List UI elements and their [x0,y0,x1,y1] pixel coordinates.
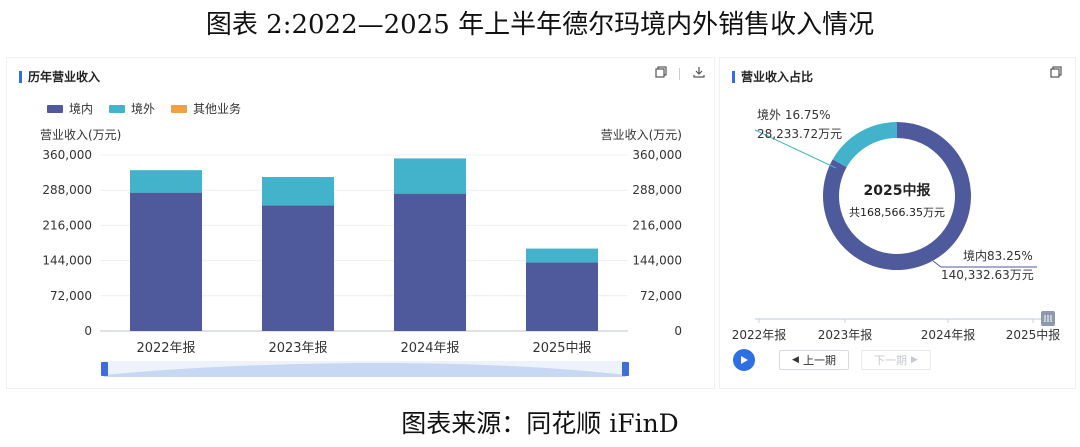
y-tick-label-left: 216,000 [42,218,92,232]
header-accent [19,70,22,83]
x-tick-label: 2022年报 [136,341,195,356]
bar-segment[interactable] [526,248,598,263]
donut-center-title: 2025中报 [864,182,931,199]
figure-source: 图表来源：同花顺 iFinD [401,409,679,438]
y-axis-label-left: 营业收入(万元) [40,128,121,142]
zoom-handle-left[interactable] [101,362,108,376]
x-tick-label: 2023年报 [268,341,327,356]
y-tick-label-right: 216,000 [632,218,682,232]
donut-center-total: 共168,566.35万元 [849,206,945,219]
caret-left-icon: ◀ [792,355,799,365]
timeline-label[interactable]: 2025中报 [1006,327,1061,342]
tool-divider [679,68,680,80]
x-tick-label: 2024年报 [400,341,459,356]
y-tick-label-left: 72,000 [50,289,92,303]
next-label: 下一期 [874,354,908,367]
donut-chart: 2025中报 共168,566.35万元 境外 16.75% 28,233.72… [732,107,1061,342]
y-tick-label-right: 0 [674,324,682,338]
y-tick-label-left: 0 [84,324,92,338]
y-tick-label-left: 360,000 [42,148,92,162]
bar-segment[interactable] [262,205,334,331]
y-tick-label-right: 72,000 [640,289,682,303]
copy-icon[interactable] [655,66,667,81]
timeline-label[interactable]: 2024年报 [921,327,976,342]
zoom-handle-right[interactable] [622,362,629,376]
y-tick-label-right: 288,000 [632,183,682,197]
callout-domestic-value: 140,332.63万元 [941,268,1034,282]
caret-right-icon: ▶ [911,355,918,365]
callout-overseas-value: 28,233.72万元 [757,127,842,141]
y-tick-label-right: 360,000 [632,148,682,162]
bar-chart: 营业收入(万元) 营业收入(万元) 0 0 72,000 72,000 144,000 1… [40,128,682,377]
legend-label: 境内 [69,102,94,116]
bar-segment[interactable] [394,158,466,194]
download-icon[interactable] [693,66,705,81]
y-tick-label-left: 144,000 [42,254,92,268]
legend-label: 境外 [131,102,156,116]
panel-header: 历年营业收入 [19,68,100,85]
play-button[interactable] [733,349,755,371]
figure-title: 图表 2:2022—2025 年上半年德尔玛境内外销售收入情况 [205,10,875,40]
bar-segment[interactable] [130,192,202,331]
panel-title: 历年营业收入 [28,70,101,84]
copy-icon[interactable] [1050,66,1062,81]
x-tick-label: 2025中报 [532,341,591,356]
legend-item-domestic[interactable]: 境内 [47,100,93,117]
y-axis-label-right: 营业收入(万元) [601,128,682,142]
callout-overseas-percent: 境外 16.75% [757,107,831,122]
callout-domestic-percent: 境内83.25% [963,248,1033,263]
prev-label: 上一期 [802,354,836,367]
play-icon [741,356,748,364]
y-tick-label-right: 144,000 [632,254,682,268]
y-tick-label-left: 288,000 [42,183,92,197]
prev-period-button[interactable]: ◀ 上一期 [779,350,849,370]
bar-segment[interactable] [262,177,334,206]
donut-slice[interactable] [832,122,897,168]
chart-legend: 境内 境外 其他业务 [47,100,241,117]
timeline-label[interactable]: 2022年报 [732,327,787,342]
bar-segment[interactable] [526,262,598,331]
revenue-share-panel: 营业收入占比 [719,57,1076,389]
legend-swatch [109,104,126,113]
next-period-button[interactable]: 下一期 ▶ [861,350,931,370]
revenue-history-panel: 历年营业收入 境内 境外 其他业务 [6,57,715,389]
callout-line-overseas [754,129,837,169]
bar-segment[interactable] [394,193,466,331]
legend-swatch [171,104,188,113]
zoom-slider-preview [104,362,626,377]
legend-label: 其他业务 [193,102,242,116]
legend-item-other[interactable]: 其他业务 [171,100,241,117]
header-accent [732,70,735,83]
panel-title: 营业收入占比 [741,70,814,84]
bar-segment[interactable] [130,170,202,193]
timeline-label[interactable]: 2023年报 [818,327,873,342]
callout-line-domestic [932,260,1037,268]
legend-swatch [47,104,63,113]
panel-header: 营业收入占比 [732,68,813,85]
legend-item-overseas[interactable]: 境外 [109,100,155,117]
